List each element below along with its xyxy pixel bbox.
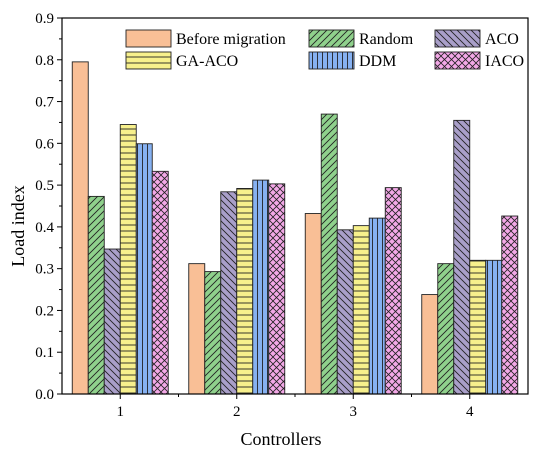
bar-ga-aco-controller-4 (469, 259, 487, 395)
axes: 0.0 0.1 0.2 0.3 0.4 0.5 0.6 0.7 0.8 0.9 1 2 3 4 (35, 11, 529, 420)
bar-ga-aco-controller-2 (236, 188, 254, 395)
bar-random-controller-4 (437, 263, 455, 395)
bar-hatch (152, 171, 169, 394)
legend-label: ACO (485, 31, 519, 48)
x-tick-label: 1 (117, 404, 125, 420)
bar-iaco-controller-3 (384, 187, 402, 395)
legend-swatch-outline (434, 51, 481, 70)
x-axis-title: Controllers (241, 429, 322, 449)
bar-before-migration-controller-1 (71, 61, 89, 395)
legend-item-aco: ACO (434, 29, 519, 48)
legend-label: Random (359, 31, 414, 48)
legend: Before migration Random ACO GA-ACO DDM IACO (125, 29, 524, 70)
legend-swatch-hatch (309, 52, 354, 69)
legend-item-ga-aco: GA-ACO (125, 51, 238, 70)
bar-aco-controller-3 (336, 229, 354, 395)
y-tick-label: 0.9 (35, 11, 54, 27)
bar-random-controller-3 (320, 113, 338, 395)
legend-item-before-migration: Before migration (125, 29, 286, 48)
bar-hatch (453, 120, 470, 394)
bar-ddm-controller-3 (368, 217, 386, 395)
bar-hatch (437, 263, 454, 394)
y-tick-label: 0.4 (35, 220, 54, 236)
y-tick-label: 0.6 (35, 136, 54, 152)
bar-hatch (104, 249, 121, 394)
bar-hatch (337, 229, 354, 394)
bar-before-migration-controller-2 (188, 263, 206, 395)
y-axis-title: Load index (8, 185, 28, 266)
bar-aco-controller-2 (220, 191, 238, 395)
bar-ga-aco-controller-3 (352, 225, 370, 395)
bar-hatch (353, 225, 370, 394)
legend-item-random: Random (308, 29, 414, 48)
bar-hatch (204, 271, 221, 394)
bar-hatch (469, 260, 486, 394)
x-tick-label: 4 (466, 404, 474, 420)
bar-hatch (485, 260, 502, 394)
y-tick-label: 0.1 (35, 345, 54, 361)
y-tick-label: 0.3 (35, 262, 54, 278)
bar-iaco-controller-1 (151, 170, 169, 395)
legend-swatch-outline (125, 51, 172, 70)
y-tick-label: 0.2 (35, 303, 54, 319)
legend-swatch-hatch (126, 52, 171, 69)
bar-hatch (369, 218, 386, 394)
legend-label: GA-ACO (176, 53, 238, 70)
legend-swatch-hatch (435, 30, 480, 47)
legend-swatch-hatch (435, 52, 480, 69)
bar-hatch (120, 124, 137, 395)
bar-iaco-controller-4 (501, 215, 519, 395)
bar-aco-controller-4 (453, 119, 471, 395)
bar-hatch (220, 191, 237, 394)
bar-hatch (88, 196, 105, 394)
x-tick-label: 2 (233, 404, 241, 420)
legend-label: Before migration (176, 31, 286, 48)
legend-swatch-outline (308, 51, 355, 70)
legend-label: IACO (485, 53, 524, 70)
bar-ga-aco-controller-1 (119, 124, 137, 395)
y-tick-label: 0.5 (35, 178, 54, 194)
x-tick-label: 3 (350, 404, 358, 420)
bar-hatch (236, 188, 253, 394)
legend-swatch-outline (434, 29, 481, 48)
bar-ddm-controller-4 (485, 259, 503, 395)
bar-ddm-controller-1 (135, 143, 153, 395)
bar-hatch (252, 180, 269, 394)
legend-item-ddm: DDM (308, 51, 396, 70)
bar-before-migration-controller-3 (304, 213, 322, 395)
bar-aco-controller-1 (103, 248, 121, 395)
y-tick-label: 0.0 (35, 387, 54, 403)
bar-before-migration-controller-4 (421, 294, 439, 395)
bar-ddm-controller-2 (252, 179, 270, 395)
bar-fill (305, 213, 322, 394)
y-tick-label: 0.8 (35, 53, 54, 69)
bar-fill (188, 263, 205, 394)
legend-swatch (126, 30, 171, 47)
bar-hatch (268, 183, 285, 394)
legend-item-iaco: IACO (434, 51, 524, 70)
bar-fill (72, 61, 89, 394)
bar-random-controller-2 (204, 271, 222, 395)
legend-label: DDM (359, 53, 396, 70)
bar-iaco-controller-2 (268, 183, 286, 395)
bar-fill (421, 294, 438, 394)
legend-swatch-outline (125, 29, 172, 48)
bar-hatch (136, 143, 153, 394)
bar-hatch (501, 216, 518, 394)
legend-swatch-hatch (309, 30, 354, 47)
bar-hatch (385, 187, 402, 394)
bar-random-controller-1 (87, 195, 105, 395)
y-tick-label: 0.7 (35, 95, 54, 111)
legend-swatch-outline (308, 29, 355, 48)
bars-layer (71, 61, 519, 395)
bar-hatch (321, 114, 338, 394)
